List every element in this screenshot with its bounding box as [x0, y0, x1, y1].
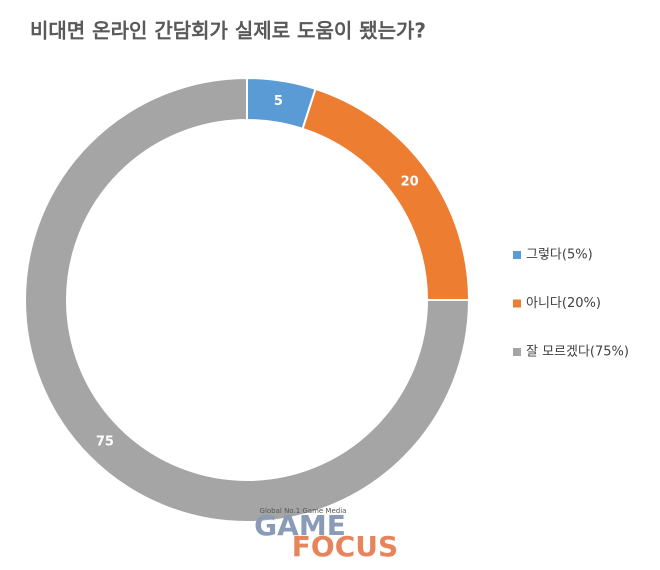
donut-segment [24, 76, 471, 523]
data-label: 75 [96, 435, 114, 450]
data-label: 20 [401, 174, 419, 189]
data-label: 5 [274, 94, 283, 109]
legend-label: 아니다(20%) [526, 296, 601, 311]
watermark-brand: FOCUS [292, 530, 398, 563]
watermark-brand: GAME [254, 509, 346, 542]
chart-title: 비대면 온라인 간담회가 실제로 도움이 됐는가? [30, 19, 426, 43]
legend-label: 그렇다(5%) [526, 248, 593, 263]
legend-marker [513, 348, 521, 356]
donut-segment [301, 87, 471, 301]
legend-label: 잘 모르겠다(75%) [526, 345, 629, 360]
legend-marker [513, 251, 521, 259]
watermark-tagline: Global No.1 Game Media [260, 507, 347, 515]
donut [24, 76, 471, 523]
legend-marker [513, 299, 521, 308]
